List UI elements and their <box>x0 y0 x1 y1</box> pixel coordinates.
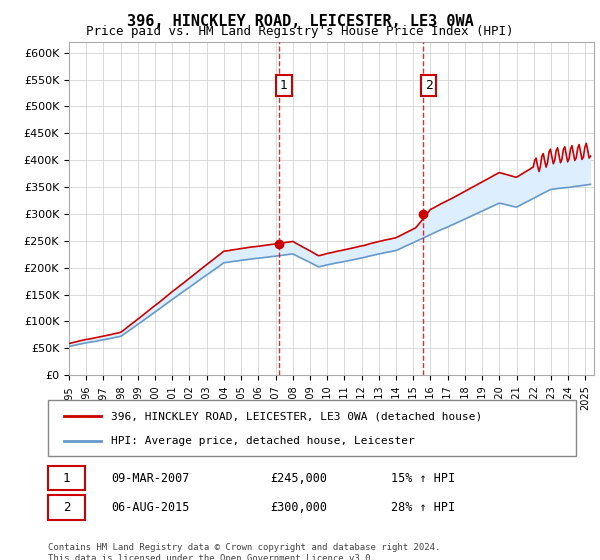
Text: 2: 2 <box>63 501 70 514</box>
FancyBboxPatch shape <box>48 400 576 456</box>
Text: 15% ↑ HPI: 15% ↑ HPI <box>391 472 455 484</box>
Text: £245,000: £245,000 <box>270 472 327 484</box>
Text: 1: 1 <box>280 79 288 92</box>
Text: £300,000: £300,000 <box>270 501 327 514</box>
Text: 28% ↑ HPI: 28% ↑ HPI <box>391 501 455 514</box>
Text: 06-AUG-2015: 06-AUG-2015 <box>112 501 190 514</box>
Text: Contains HM Land Registry data © Crown copyright and database right 2024.
This d: Contains HM Land Registry data © Crown c… <box>48 543 440 560</box>
Text: Price paid vs. HM Land Registry's House Price Index (HPI): Price paid vs. HM Land Registry's House … <box>86 25 514 38</box>
Text: HPI: Average price, detached house, Leicester: HPI: Average price, detached house, Leic… <box>112 436 415 446</box>
Text: 1: 1 <box>63 472 70 484</box>
Text: 2: 2 <box>425 79 433 92</box>
Text: 09-MAR-2007: 09-MAR-2007 <box>112 472 190 484</box>
FancyBboxPatch shape <box>48 496 85 520</box>
Text: 396, HINCKLEY ROAD, LEICESTER, LE3 0WA (detached house): 396, HINCKLEY ROAD, LEICESTER, LE3 0WA (… <box>112 411 482 421</box>
FancyBboxPatch shape <box>48 466 85 490</box>
Text: 396, HINCKLEY ROAD, LEICESTER, LE3 0WA: 396, HINCKLEY ROAD, LEICESTER, LE3 0WA <box>127 14 473 29</box>
